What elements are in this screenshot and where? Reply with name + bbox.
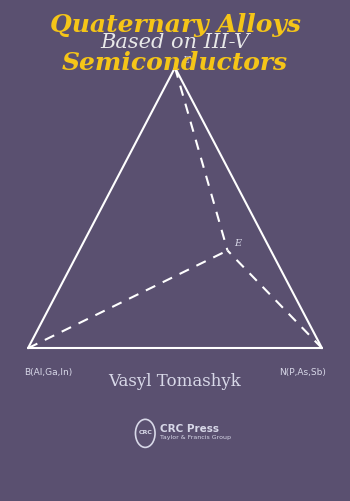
Text: N(P,As,Sb): N(P,As,Sb) bbox=[279, 368, 326, 377]
Text: Taylor & Francis Group: Taylor & Francis Group bbox=[160, 435, 231, 440]
Text: CRC: CRC bbox=[138, 430, 152, 435]
Text: B(Al,Ga,In): B(Al,Ga,In) bbox=[25, 368, 73, 377]
Text: Quaternary Alloys: Quaternary Alloys bbox=[49, 13, 301, 37]
Text: Based on III-V: Based on III-V bbox=[100, 33, 250, 52]
Text: E: E bbox=[234, 239, 241, 248]
Text: CRC Press: CRC Press bbox=[160, 424, 219, 434]
Text: Semiconductors: Semiconductors bbox=[62, 51, 288, 75]
Text: Vasyl Tomashyk: Vasyl Tomashyk bbox=[108, 373, 241, 390]
Text: E': E' bbox=[182, 56, 192, 65]
